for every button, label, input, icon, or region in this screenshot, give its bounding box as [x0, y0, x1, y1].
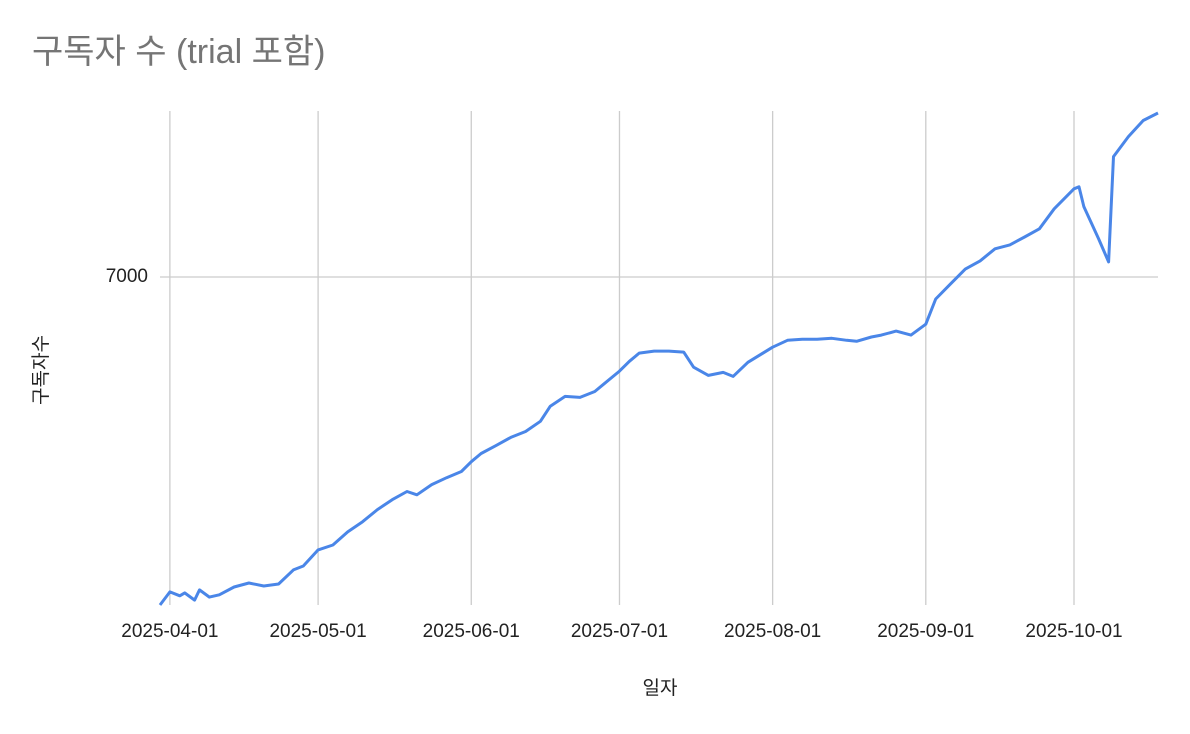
x-axis-label: 일자 — [643, 677, 678, 699]
x-tick-label: 2025-10-01 — [1025, 621, 1122, 642]
y-tick-label: 7000 — [106, 266, 148, 287]
data-line — [158, 111, 1159, 606]
y-axis-label: 구독자수 — [30, 335, 52, 405]
x-tick-label: 2025-09-01 — [877, 621, 974, 642]
x-tick-label: 2025-07-01 — [571, 621, 668, 642]
chart-title: 구독자 수 (trial 포함) — [32, 33, 325, 71]
x-tick-label: 2025-08-01 — [724, 621, 821, 642]
x-tick-label: 2025-06-01 — [423, 621, 520, 642]
x-tick-label: 2025-05-01 — [269, 621, 366, 642]
x-tick-label: 2025-04-01 — [121, 621, 218, 642]
